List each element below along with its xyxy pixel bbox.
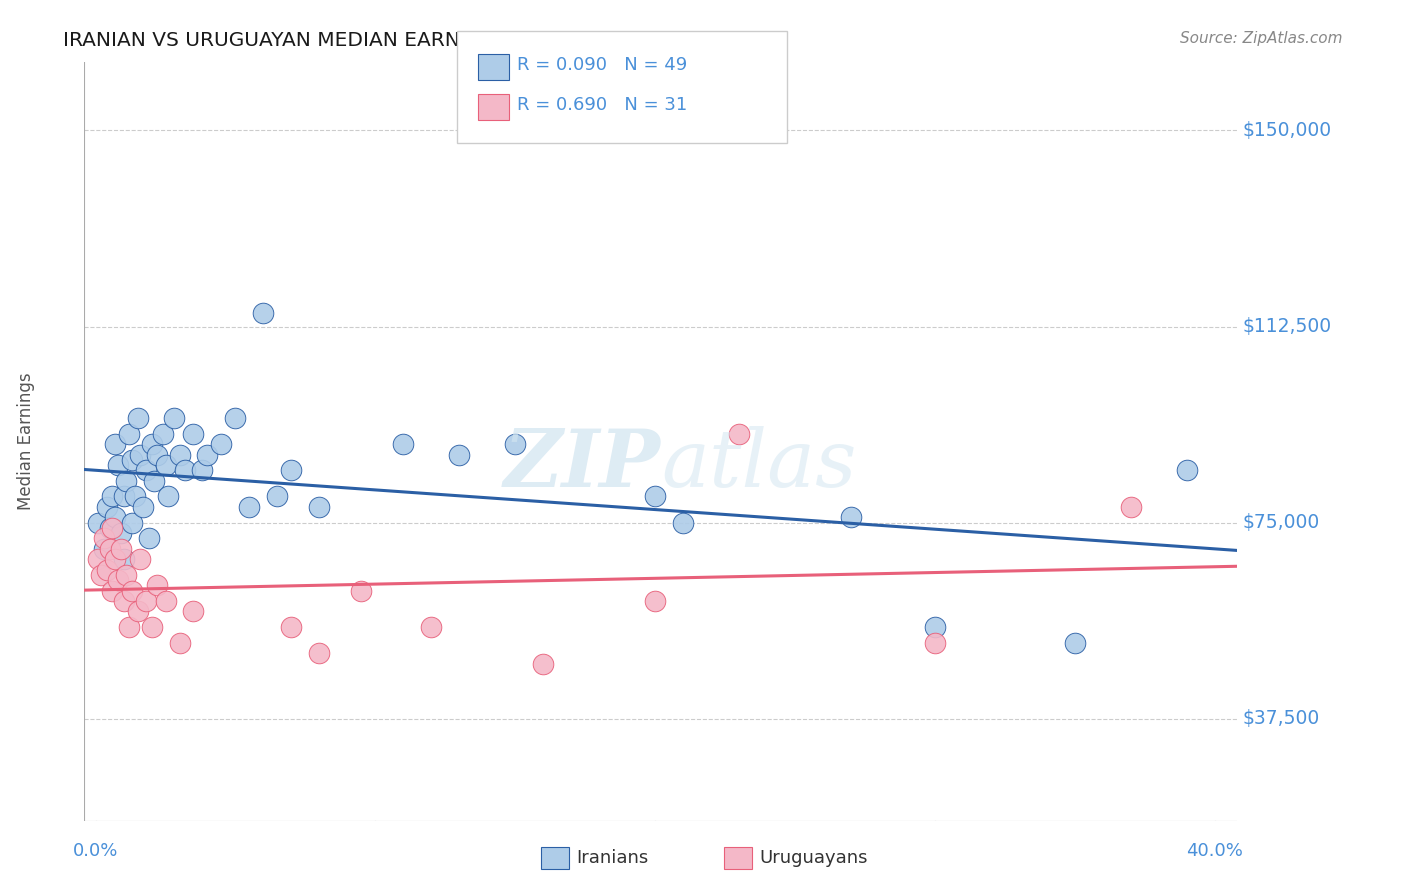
Text: 0.0%: 0.0% [73, 841, 118, 860]
Point [308, 500, 330, 514]
Point [224, 411, 246, 425]
Point [1064, 636, 1087, 650]
Point [110, 541, 132, 556]
Point [449, 448, 471, 462]
Point [127, 411, 149, 425]
Point [101, 490, 124, 504]
Text: R = 0.690   N = 31: R = 0.690 N = 31 [517, 96, 688, 114]
Point [644, 594, 666, 608]
Point [141, 620, 163, 634]
Point [350, 583, 373, 598]
Point [87, 516, 110, 530]
Text: Median Earnings: Median Earnings [17, 373, 35, 510]
Point [644, 490, 666, 504]
Text: $75,000: $75,000 [1243, 513, 1320, 533]
Point [672, 516, 695, 530]
Point [505, 437, 527, 451]
Point [112, 490, 135, 504]
Point [146, 448, 169, 462]
Point [121, 583, 143, 598]
Point [118, 620, 141, 634]
Point [1175, 463, 1198, 477]
Point [238, 500, 260, 514]
Text: $37,500: $37,500 [1243, 709, 1320, 728]
Point [211, 437, 233, 451]
Point [839, 510, 862, 524]
Text: IRANIAN VS URUGUAYAN MEDIAN EARNINGS CORRELATION CHART: IRANIAN VS URUGUAYAN MEDIAN EARNINGS COR… [63, 31, 734, 50]
Point [127, 605, 149, 619]
Point [280, 463, 302, 477]
Point [152, 426, 174, 441]
Point [124, 490, 146, 504]
Point [104, 437, 127, 451]
Point [135, 594, 157, 608]
Text: ZIP: ZIP [503, 425, 661, 503]
Text: Uruguayans: Uruguayans [759, 849, 868, 867]
Point [87, 552, 110, 566]
Text: atlas: atlas [661, 425, 856, 503]
Point [174, 463, 197, 477]
Point [1119, 500, 1142, 514]
Point [169, 636, 191, 650]
Text: Iranians: Iranians [576, 849, 648, 867]
Point [101, 583, 124, 598]
Text: $112,500: $112,500 [1243, 317, 1331, 336]
Point [183, 426, 205, 441]
Text: R = 0.090   N = 49: R = 0.090 N = 49 [517, 56, 688, 74]
Text: Source: ZipAtlas.com: Source: ZipAtlas.com [1180, 31, 1343, 46]
Text: $150,000: $150,000 [1243, 121, 1331, 140]
Point [252, 306, 274, 320]
Point [728, 426, 751, 441]
Point [155, 594, 177, 608]
Point [121, 453, 143, 467]
Text: 40.0%: 40.0% [1187, 841, 1243, 860]
Point [90, 567, 112, 582]
Point [112, 552, 135, 566]
Point [104, 510, 127, 524]
Point [531, 657, 554, 671]
Point [924, 636, 946, 650]
Point [129, 552, 152, 566]
Point [110, 526, 132, 541]
Point [129, 448, 152, 462]
Point [420, 620, 443, 634]
Point [280, 620, 302, 634]
Point [155, 458, 177, 472]
Point [115, 567, 138, 582]
Point [163, 411, 186, 425]
Point [924, 620, 946, 634]
Point [93, 531, 115, 545]
Point [104, 552, 127, 566]
Point [112, 594, 135, 608]
Point [197, 448, 219, 462]
Point [169, 448, 191, 462]
Point [115, 474, 138, 488]
Point [98, 541, 121, 556]
Point [138, 531, 160, 545]
Point [392, 437, 415, 451]
Point [266, 490, 288, 504]
Point [135, 463, 157, 477]
Point [107, 573, 129, 587]
Point [96, 500, 118, 514]
Point [121, 516, 143, 530]
Point [101, 521, 124, 535]
Point [146, 578, 169, 592]
Point [141, 437, 163, 451]
Point [107, 458, 129, 472]
Point [132, 500, 155, 514]
Point [96, 563, 118, 577]
Point [157, 490, 180, 504]
Point [93, 541, 115, 556]
Point [308, 646, 330, 660]
Point [143, 474, 166, 488]
Point [191, 463, 214, 477]
Point [183, 605, 205, 619]
Point [98, 521, 121, 535]
Point [118, 426, 141, 441]
